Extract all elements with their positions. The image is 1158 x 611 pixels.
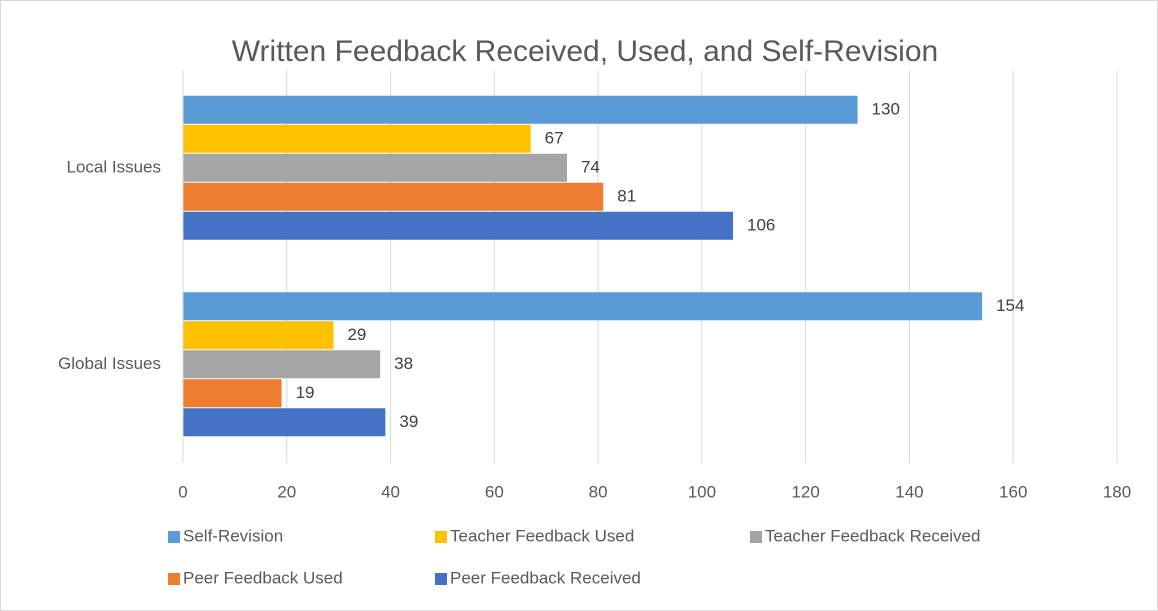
value-label: 38 [394,354,413,373]
x-tick-label: 100 [688,482,716,501]
legend-label: Peer Feedback Received [450,568,641,587]
legend-swatch [168,573,180,585]
value-label: 74 [581,158,600,177]
x-tick-label: 80 [589,482,608,501]
bar [183,182,604,211]
value-label: 29 [347,325,366,344]
value-label: 39 [399,412,418,431]
value-label: 106 [747,216,775,235]
bar [183,350,381,379]
legend-swatch [750,531,762,543]
legend-label: Peer Feedback Used [183,568,343,587]
legend-label: Teacher Feedback Received [765,526,980,545]
value-label: 130 [872,100,900,119]
legend-label: Teacher Feedback Used [450,526,634,545]
y-tick-label: Local Issues [67,158,162,177]
legend-swatch [435,531,447,543]
x-tick-label: 140 [895,482,923,501]
bar [183,153,567,182]
bar [183,379,282,408]
value-label: 67 [545,129,564,148]
value-label: 81 [617,187,636,206]
legend-swatch [168,531,180,543]
bar [183,95,858,124]
bar [183,292,983,321]
legend-swatch [435,573,447,585]
x-tick-label: 40 [381,482,400,501]
x-tick-label: 120 [791,482,819,501]
bar [183,321,334,350]
x-tick-label: 20 [277,482,296,501]
legend-label: Self-Revision [183,526,283,545]
value-label: 19 [296,383,315,402]
x-tick-label: 160 [999,482,1027,501]
value-label: 154 [996,296,1024,315]
bar [183,124,531,153]
chart-title: Written Feedback Received, Used, and Sel… [232,35,938,68]
bar [183,211,734,240]
bar [183,408,386,437]
y-tick-label: Global Issues [58,354,161,373]
x-tick-label: 180 [1103,482,1131,501]
x-tick-label: 60 [485,482,504,501]
x-tick-label: 0 [178,482,187,501]
